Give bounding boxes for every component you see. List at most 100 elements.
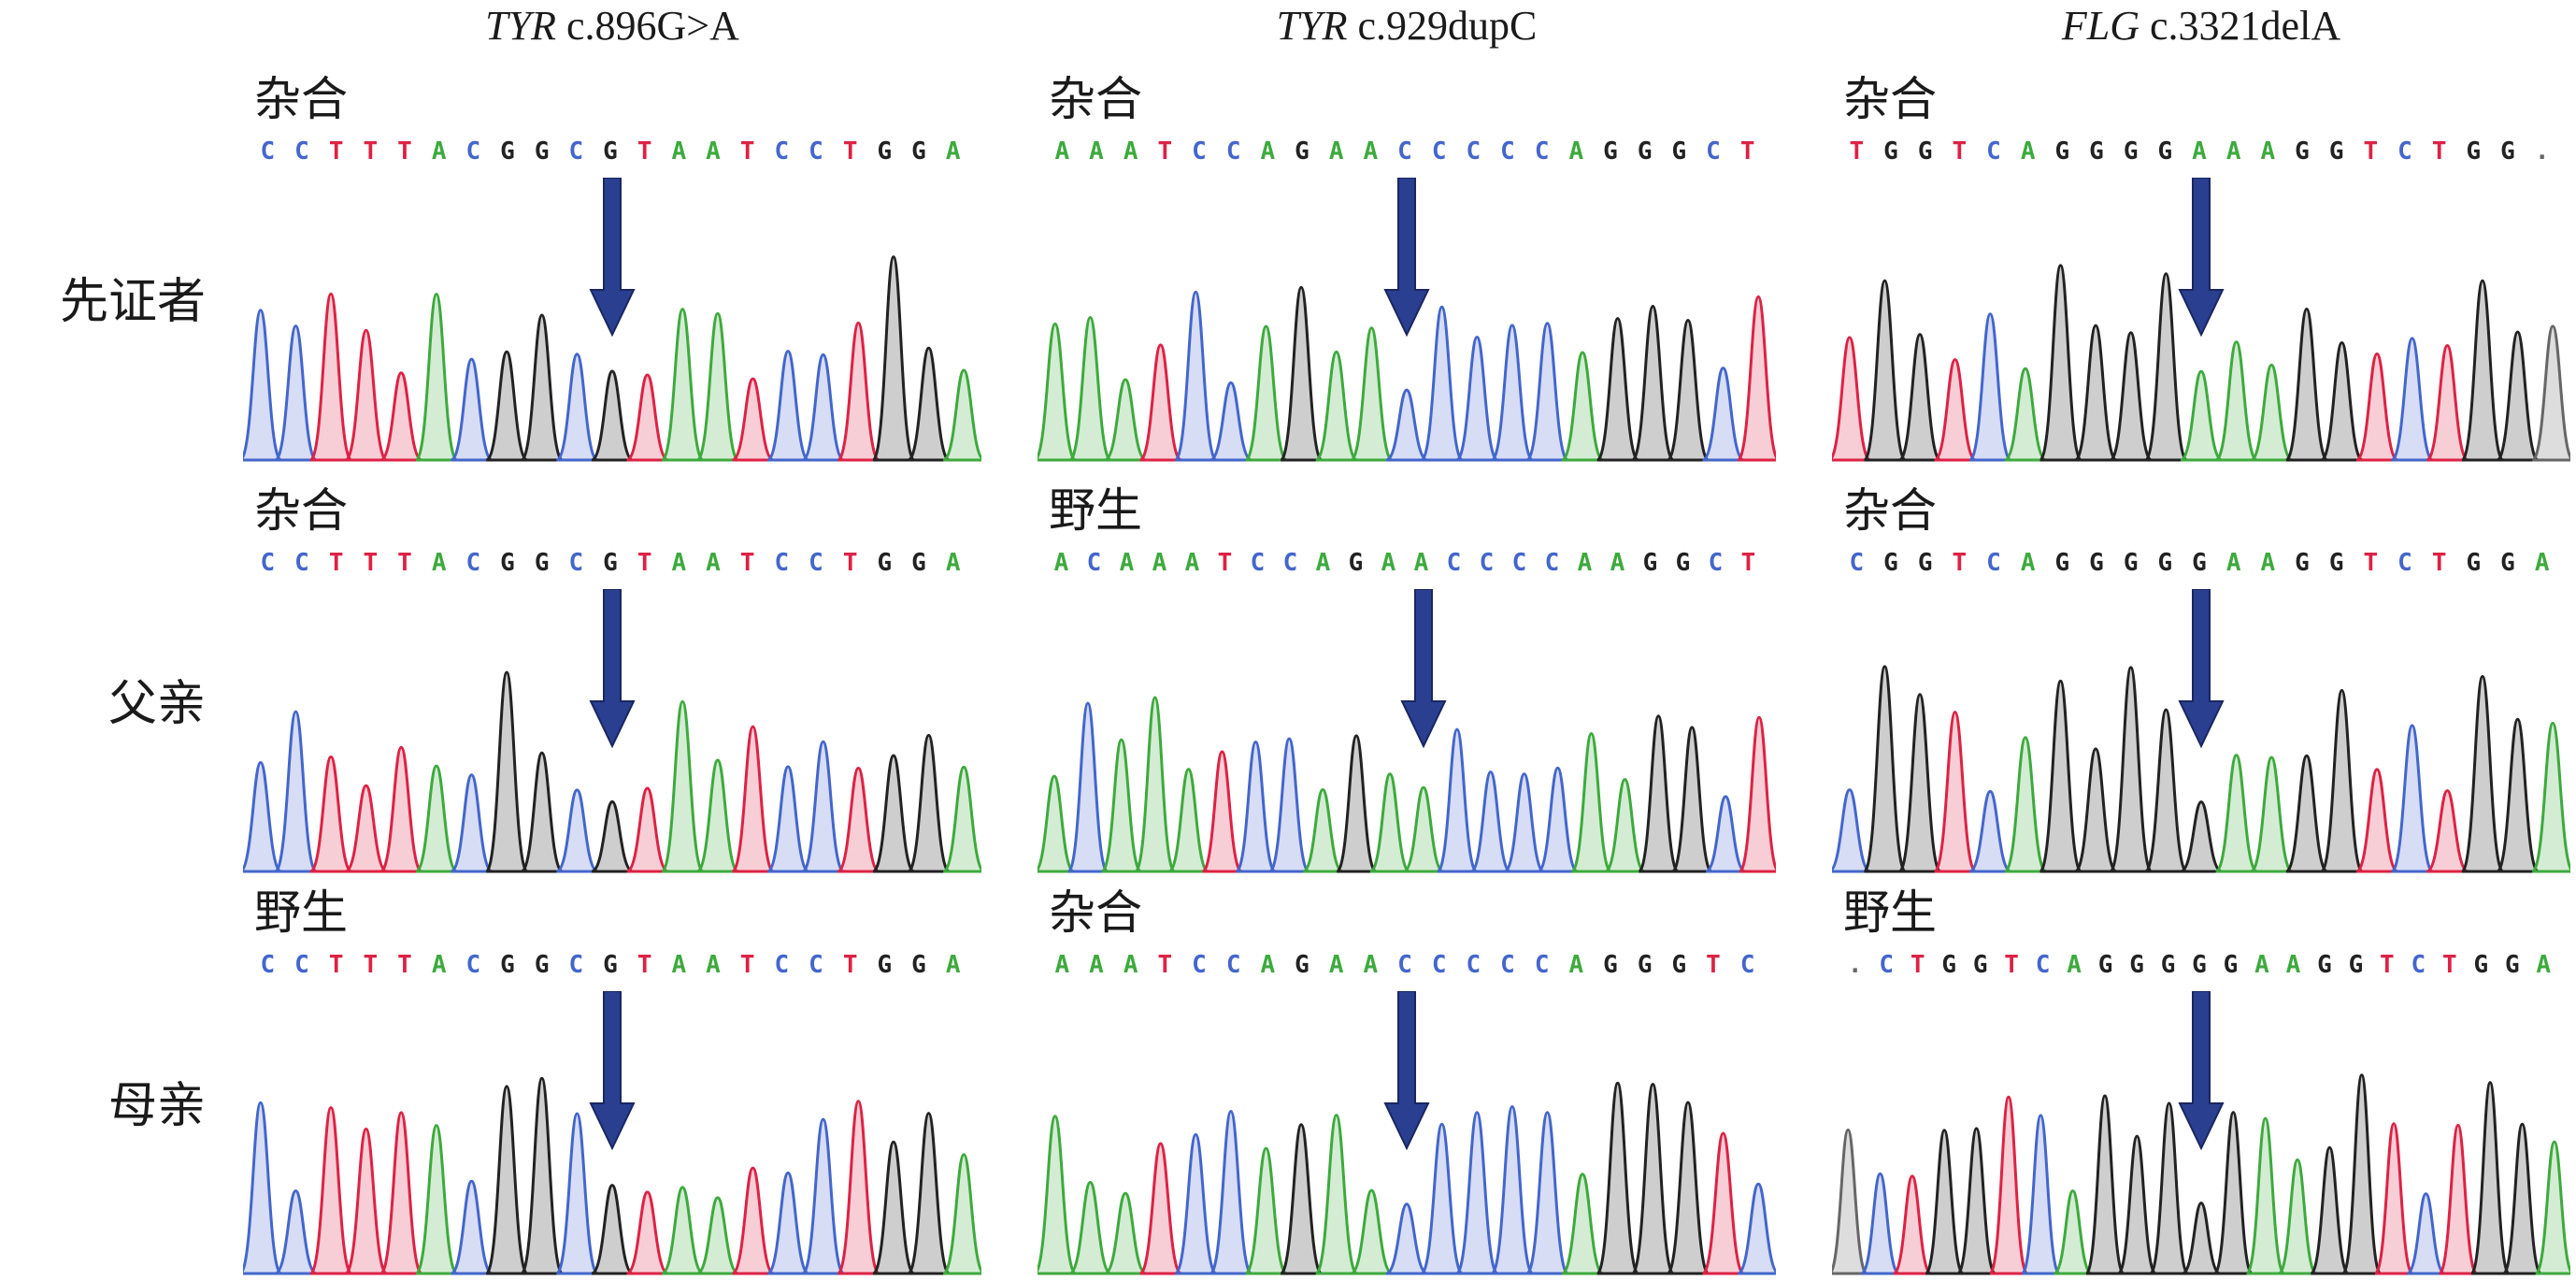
trace-peak [2496, 717, 2540, 873]
base-letter: A [706, 951, 721, 979]
trace-peak [2143, 708, 2188, 873]
trace-peak [2406, 1192, 2446, 1275]
trace-peak [2355, 353, 2398, 462]
chromatogram-panel: 野生 C C T T T A C G G C G T A A T C C T G G A [243, 870, 981, 1275]
base-letter: C [1192, 137, 1207, 166]
trace-peak [1705, 795, 1746, 873]
base-letter: T [843, 549, 858, 577]
base-letter: G [2295, 137, 2310, 166]
trace-peak [801, 1117, 846, 1275]
base-letter: C [1986, 549, 2001, 577]
chromatogram-panel: 杂合 T G G T C A G G G G A A A G G T C T G G. [1832, 56, 2570, 462]
chromatogram-panel: 杂合 C C T T T A C G G C G T A A T C C T G G A [243, 56, 981, 462]
trace-peak [2214, 340, 2258, 462]
trace-peak [836, 1100, 880, 1275]
base-letter: G [1643, 549, 1658, 577]
base-letter: G [1638, 951, 1653, 979]
base-letter: T [2364, 549, 2379, 577]
trace-peak [2250, 363, 2294, 462]
base-letter: G [1295, 951, 1309, 979]
base-letter: G [1295, 137, 1309, 166]
trace-peak [2245, 1116, 2286, 1275]
variant-name: c.929dupC [1357, 3, 1538, 49]
base-letter: A [946, 951, 961, 979]
base-letter: A [1123, 137, 1138, 166]
trace-peak [485, 350, 529, 462]
trace-peak [2109, 666, 2154, 873]
trace-peak [1350, 1188, 1394, 1275]
base-letter: C [1467, 951, 1481, 979]
chromatogram-trace [243, 255, 981, 462]
base-letter: A [1152, 549, 1167, 577]
base-letter: T [329, 137, 344, 166]
trace-peak [1604, 778, 1646, 873]
base-letter: C [261, 137, 276, 166]
trace-peak [243, 760, 282, 873]
trace-peak [1038, 774, 1075, 873]
variant-arrow-icon [589, 589, 636, 748]
base-letter: G [2089, 549, 2104, 577]
base-letter: T [329, 951, 344, 979]
trace-peak [2180, 369, 2223, 462]
base-letter: T [843, 951, 858, 979]
base-letter: G [2129, 951, 2144, 979]
trace-peak [484, 1085, 529, 1275]
trace-peak [766, 1171, 809, 1275]
row-label-father: 父亲 [107, 676, 206, 732]
base-letter: A [2535, 549, 2550, 577]
variant-arrow-icon [1383, 991, 1430, 1150]
base-letter: T [2432, 137, 2447, 166]
column-title-1: TYR c.896G>A [243, 2, 981, 50]
chromatogram-trace [243, 1076, 981, 1275]
base-letter: C [2397, 137, 2412, 166]
base-letter: C [1879, 951, 1894, 979]
trace-peak [2534, 1140, 2570, 1275]
base-letter: C [294, 137, 309, 166]
trace-peak [554, 1112, 599, 1275]
trace-peak [625, 786, 669, 873]
trace-peak [2003, 736, 2048, 873]
trace-peak [344, 328, 389, 462]
trace-peak [2320, 340, 2364, 462]
trace-peak [414, 293, 459, 462]
trace-peak [1385, 388, 1428, 462]
base-letter: G [2329, 549, 2344, 577]
zygosity-label: 野生 [254, 885, 348, 940]
base-letter: C [1251, 549, 1266, 577]
base-letter: C [1706, 137, 1721, 166]
trace-peak [591, 799, 634, 873]
base-letter: A [432, 951, 447, 979]
trace-peak [1630, 304, 1675, 462]
base-letter: A [1569, 951, 1584, 979]
base-letter: T [364, 549, 379, 577]
base-letter: T [637, 951, 652, 979]
base-letter: C [1500, 137, 1515, 166]
trace-peak [414, 1124, 459, 1275]
base-letter: G [1918, 137, 1933, 166]
trace-peak [520, 313, 565, 462]
trace-peak [907, 346, 952, 462]
trace-peak [837, 767, 880, 873]
base-letter: G [603, 549, 618, 577]
trace-peak [1897, 693, 1942, 873]
trace-peak [450, 1179, 494, 1275]
base-letter: T [1218, 549, 1233, 577]
chromatogram-panel: 杂合 A A A T C C A G A A C C C C C A G G G C T [1038, 56, 1776, 462]
trace-peak [2355, 768, 2398, 873]
base-letter: T [397, 951, 412, 979]
trace-peak [520, 751, 564, 873]
trace-peak [1267, 737, 1310, 873]
variant-name: c.896G>A [565, 3, 739, 49]
trace-peak [1968, 789, 2012, 873]
base-letter: A [432, 137, 447, 166]
base-letter: T [1850, 137, 1865, 166]
trace-peak [2212, 1111, 2254, 1275]
column-title-2: TYR c.929dupC [1038, 2, 1776, 50]
base-letter: C [775, 951, 790, 979]
trace-peak [555, 353, 599, 462]
trace-peak [766, 350, 809, 462]
base-letter: C [1535, 951, 1550, 979]
base-letter: C [569, 137, 584, 166]
base-letter: C [1283, 549, 1298, 577]
